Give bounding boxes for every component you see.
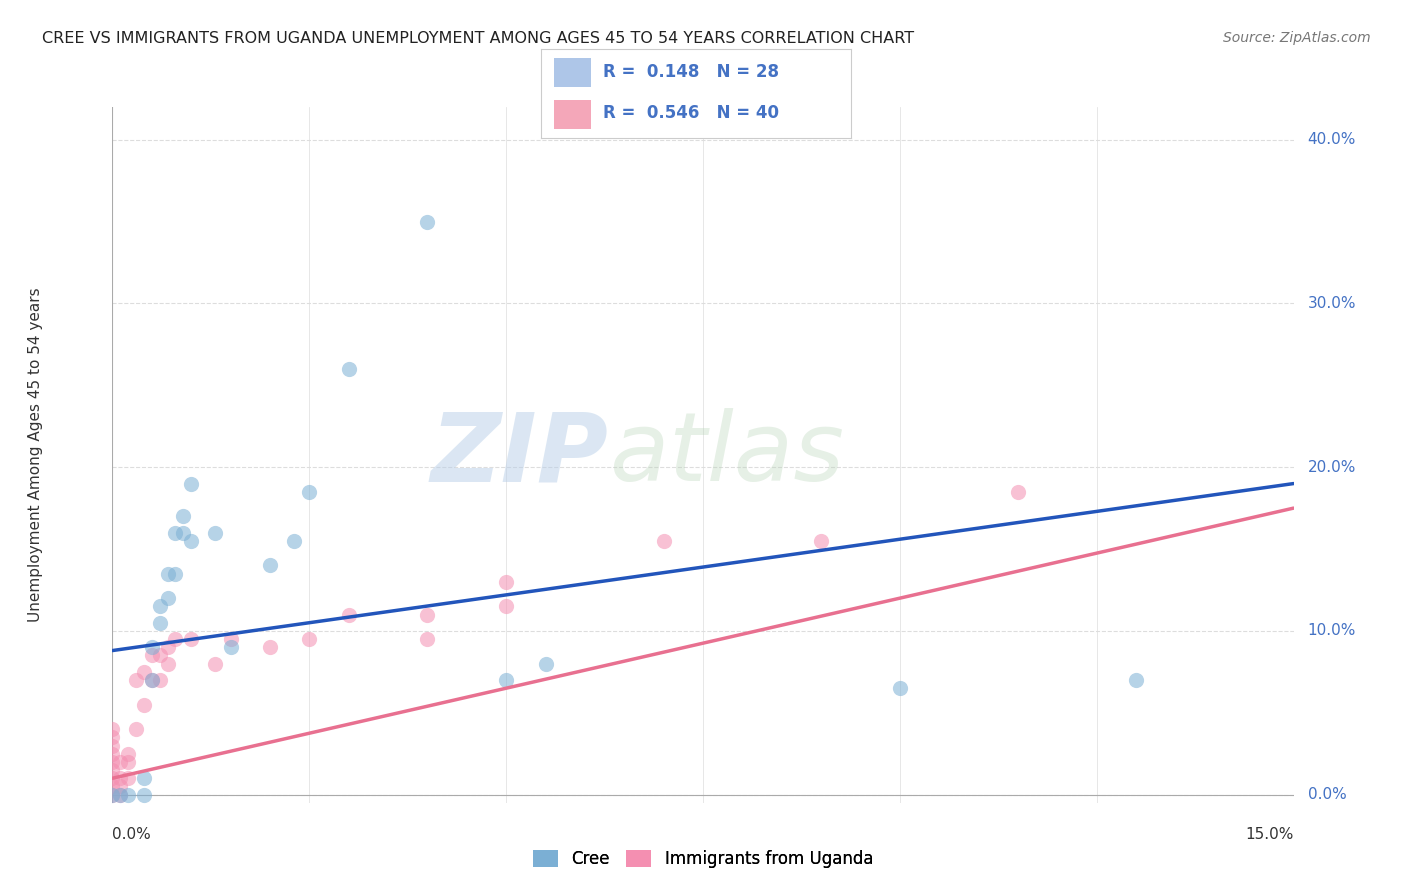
Point [165,632,187,646]
Text: Unemployment Among Ages 45 to 54 years: Unemployment Among Ages 45 to 54 years [28,287,42,623]
Point [204,525,226,540]
Text: 10.0%: 10.0% [1308,624,1355,639]
Point [101,747,124,761]
Point [101,731,124,745]
Text: R =  0.148   N = 28: R = 0.148 N = 28 [603,63,779,81]
Point [101,771,124,785]
Point [298,632,321,646]
Text: 15.0%: 15.0% [1246,827,1294,841]
Point [117,755,139,769]
Point [283,533,305,548]
Point [141,648,163,663]
Text: CREE VS IMMIGRANTS FROM UGANDA UNEMPLOYMENT AMONG AGES 45 TO 54 YEARS CORRELATIO: CREE VS IMMIGRANTS FROM UGANDA UNEMPLOYM… [42,31,914,46]
Point [117,747,139,761]
Point [652,533,675,548]
Point [101,788,124,802]
Point [117,771,139,785]
Point [132,665,155,679]
Point [149,599,172,614]
Point [110,780,132,794]
Point [132,788,155,802]
Text: atlas: atlas [609,409,844,501]
Point [165,525,187,540]
Point [141,673,163,687]
Point [1125,673,1147,687]
Text: R =  0.546   N = 40: R = 0.546 N = 40 [603,104,779,122]
Point [149,648,172,663]
Point [259,558,281,573]
Point [172,509,194,524]
Point [101,763,124,777]
Point [149,615,172,630]
Point [495,574,517,589]
Text: Source: ZipAtlas.com: Source: ZipAtlas.com [1223,31,1371,45]
Point [495,599,517,614]
Point [101,780,124,794]
Point [337,362,360,376]
Point [141,640,163,655]
Text: 0.0%: 0.0% [1308,787,1347,802]
Bar [554,100,591,129]
Point [495,673,517,687]
Point [1007,484,1029,499]
Point [416,214,439,228]
Point [156,591,179,606]
Text: 20.0%: 20.0% [1308,459,1355,475]
Point [101,722,124,736]
Point [101,788,124,802]
Text: 40.0%: 40.0% [1308,132,1355,147]
Point [101,739,124,753]
Point [125,722,148,736]
Point [337,607,360,622]
Point [149,673,172,687]
Legend: Cree, Immigrants from Uganda: Cree, Immigrants from Uganda [526,843,880,874]
Point [180,476,202,491]
Text: 0.0%: 0.0% [112,827,152,841]
Point [156,640,179,655]
Text: 30.0%: 30.0% [1308,296,1355,311]
Point [110,788,132,802]
Text: ZIP: ZIP [430,409,609,501]
Point [180,533,202,548]
Point [180,632,202,646]
Point [259,640,281,655]
Point [889,681,911,696]
Point [204,657,226,671]
Point [156,566,179,581]
Point [172,525,194,540]
Point [416,607,439,622]
Point [534,657,557,671]
Point [156,657,179,671]
Point [416,632,439,646]
Point [165,566,187,581]
Point [101,755,124,769]
Point [298,484,321,499]
Bar [554,58,591,87]
Point [110,755,132,769]
Point [125,673,148,687]
Point [110,788,132,802]
Point [132,698,155,712]
Point [117,788,139,802]
Point [810,533,832,548]
Point [110,771,132,785]
Point [219,640,242,655]
Point [219,632,242,646]
Point [132,771,155,785]
Point [141,673,163,687]
